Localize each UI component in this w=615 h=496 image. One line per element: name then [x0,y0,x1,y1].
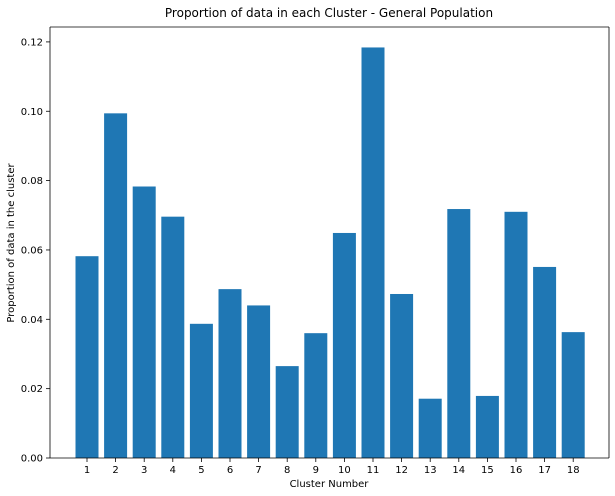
bar-cluster-12 [390,293,414,458]
bar-cluster-4 [161,216,185,458]
bar-cluster-16 [504,211,528,458]
bar-cluster-8 [275,366,299,458]
x-axis-label: Cluster Number [290,479,370,490]
bar-cluster-5 [189,323,213,458]
y-tick-label: 0.02 [21,384,43,395]
bar-cluster-14 [447,209,471,458]
x-tick-label: 10 [338,465,351,476]
y-tick-label: 0.04 [21,315,43,326]
y-tick-label: 0.08 [21,176,43,187]
x-tick-label: 4 [170,465,176,476]
chart-title: Proportion of data in each Cluster - Gen… [165,6,493,20]
x-tick-label: 9 [313,465,319,476]
x-tick-label: 13 [424,465,437,476]
bar-cluster-2 [104,113,128,459]
bar-cluster-17 [533,266,557,458]
x-tick-label: 8 [284,465,290,476]
bar-cluster-3 [132,186,156,458]
x-tick-label: 3 [141,465,147,476]
x-tick-label: 17 [538,465,551,476]
bar-cluster-18 [561,332,585,458]
x-tick-label: 12 [395,465,408,476]
y-tick-label: 0.10 [21,107,43,118]
x-tick-label: 2 [112,465,118,476]
x-tick-label: 7 [255,465,261,476]
bar-cluster-11 [361,47,385,458]
x-tick-label: 5 [198,465,204,476]
y-tick-label: 0.12 [21,37,43,48]
x-tick-label: 6 [227,465,233,476]
x-tick-label: 16 [510,465,523,476]
bar-cluster-10 [332,232,356,458]
x-tick-label: 18 [567,465,580,476]
y-tick-label: 0.06 [21,245,43,256]
x-tick-label: 11 [367,465,380,476]
bar-cluster-13 [418,398,442,458]
x-tick-label: 14 [452,465,465,476]
x-tick-label: 1 [84,465,90,476]
plot-area: 0.000.020.040.060.080.100.121 2 3 4 5 6 7 8 9 10 1… [21,26,610,476]
x-tick-label: 15 [481,465,494,476]
bar-cluster-6 [218,289,242,458]
bar-cluster-9 [304,333,328,458]
y-tick-label: 0.00 [21,454,43,465]
bar-cluster-15 [475,395,499,458]
y-axis-label: Proportion of data in the cluster [6,163,17,323]
bar-cluster-7 [247,305,271,458]
bar-cluster-1 [75,256,99,458]
